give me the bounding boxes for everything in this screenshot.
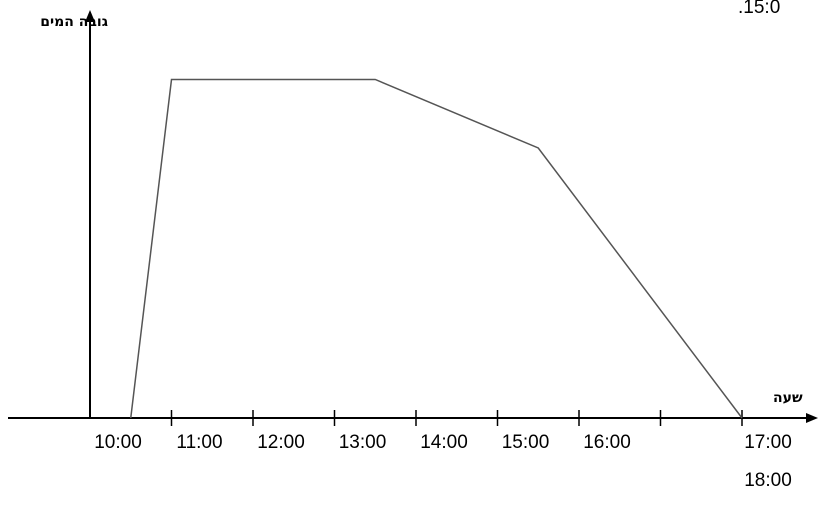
y-axis-label: גובה המים (40, 14, 108, 30)
annotation: .15:0 (738, 0, 780, 18)
x-tick-label: 10:00 (94, 432, 142, 453)
x-axis-label: שעה (773, 390, 803, 406)
x-tick-label: 13:00 (339, 432, 387, 453)
x-tick-label: 18:00 (744, 470, 792, 491)
x-axis-arrow (806, 413, 818, 423)
x-tick-label: 16:00 (583, 432, 631, 453)
x-tick-label: 17:00 (744, 432, 792, 453)
x-tick-label: 14:00 (420, 432, 468, 453)
line (130, 78, 743, 419)
x-tick-label: 11:00 (176, 432, 222, 453)
x-tick-label: 15:00 (502, 432, 550, 453)
y-axis-arrow (85, 10, 95, 22)
x-tick-label: 12:00 (257, 432, 305, 453)
